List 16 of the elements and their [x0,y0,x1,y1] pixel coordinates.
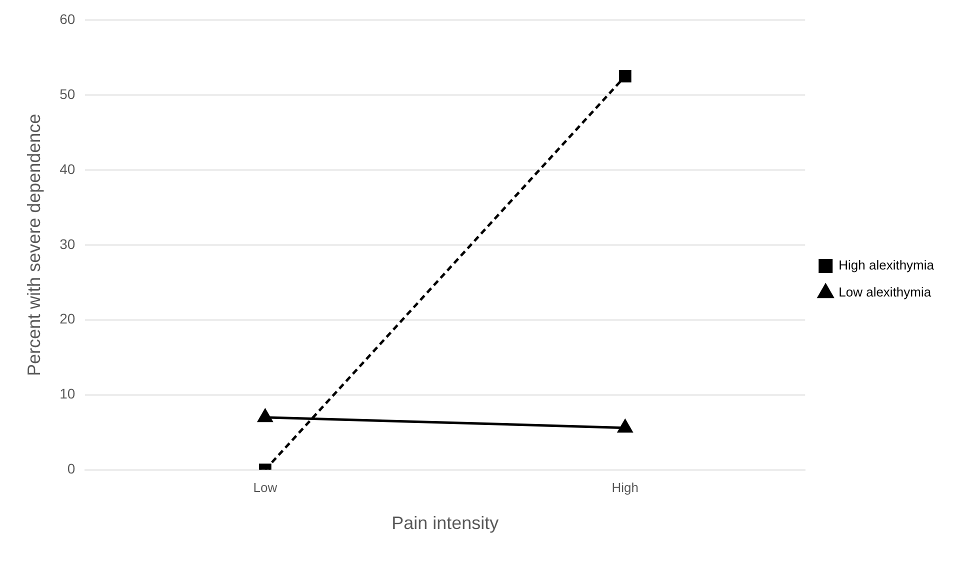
y-tick-label: 60 [60,10,76,27]
y-tick-label: 20 [60,310,76,327]
y-axis-title: Percent with severe dependence [24,114,44,376]
legend-label: Low alexithymia [838,284,932,300]
x-axis-title: Pain intensity [392,513,499,534]
point [258,409,272,422]
y-tick-label: 40 [60,160,76,177]
y-tick-label: 0 [67,460,76,477]
legend-label: High alexithymia [838,258,935,273]
point [618,70,632,82]
y-tick-label: 30 [60,236,76,252]
point [618,420,632,433]
y-tick-label: 50 [60,86,76,102]
x-tick-label: High [612,480,639,496]
x-tick-label: Low [253,480,278,496]
y-tick-label: 10 [60,386,76,402]
